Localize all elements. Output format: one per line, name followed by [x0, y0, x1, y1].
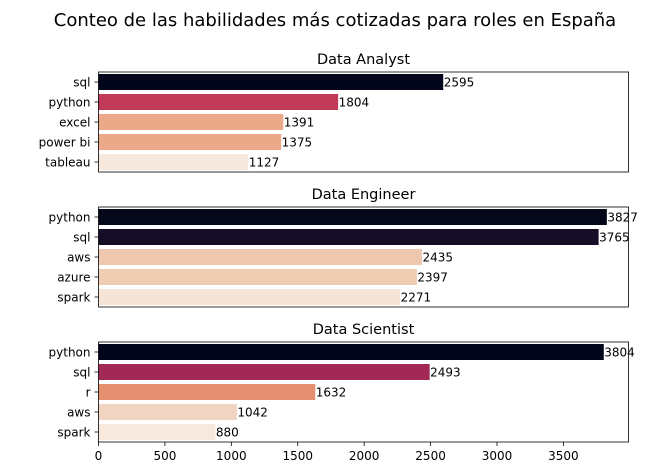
y-tick-label: sql: [73, 231, 90, 245]
bar-python: [98, 94, 339, 110]
bar-aws: [98, 249, 422, 265]
value-label: 1391: [284, 116, 315, 130]
panel-data-engineer: Data Engineer 3827 python 3765 sql 2435 aws 239…: [49, 187, 638, 308]
value-label: 2493: [430, 366, 461, 380]
value-label: 880: [216, 426, 239, 440]
panel-title: Data Engineer: [312, 187, 416, 203]
x-tick-label: 1500: [282, 449, 313, 463]
bar-python: [98, 344, 604, 360]
panel-title: Data Scientist: [313, 322, 415, 338]
bar-spark: [98, 424, 216, 440]
x-tick-label: 500: [153, 449, 176, 463]
value-label: 3765: [599, 231, 630, 245]
y-tick-label: sql: [73, 366, 90, 380]
y-tick-label: spark: [57, 291, 90, 305]
value-label: 3827: [607, 211, 638, 225]
value-label: 1042: [237, 406, 268, 420]
x-tick-label: 0: [95, 449, 103, 463]
chart-panels: Data Analyst 2595 sql 1804 python 1391 excel 13…: [39, 52, 638, 463]
value-label: 1127: [249, 156, 280, 170]
value-label: 2271: [401, 291, 432, 305]
y-tick-label: excel: [59, 116, 90, 130]
value-label: 1804: [339, 96, 370, 110]
bar-sql: [98, 74, 444, 90]
panel-title: Data Analyst: [317, 52, 410, 68]
bar-sql: [98, 364, 430, 380]
axes-frame: [98, 71, 629, 173]
figure-title: Conteo de las habilidades más cotizadas …: [54, 10, 616, 31]
panel-data-scientist: Data Scientist 3804 python 2493 sql 1632 r 1042…: [49, 322, 635, 463]
value-label: 2435: [422, 251, 453, 265]
y-tick-label: sql: [73, 76, 90, 90]
bar-sql: [98, 229, 599, 245]
bar-r: [98, 384, 316, 400]
value-label: 2397: [417, 271, 448, 285]
value-label: 2595: [444, 76, 475, 90]
bar-power-bi: [98, 134, 282, 150]
value-label: 1632: [316, 386, 347, 400]
bar-azure: [98, 269, 417, 285]
y-tick-label: aws: [67, 406, 90, 420]
x-tick-label: 3500: [548, 449, 579, 463]
value-label: 1375: [282, 136, 313, 150]
x-tick-label: 2500: [415, 449, 446, 463]
y-tick-label: tableau: [45, 156, 90, 170]
axes-frame: [98, 341, 629, 443]
y-tick-label: python: [49, 211, 91, 225]
x-tick-label: 1000: [216, 449, 247, 463]
y-tick-label: python: [49, 346, 91, 360]
bar-spark: [98, 289, 401, 305]
x-tick-label: 2000: [349, 449, 380, 463]
y-tick-label: spark: [57, 426, 90, 440]
bar-python: [98, 209, 607, 225]
bar-aws: [98, 404, 237, 420]
value-label: 3804: [604, 346, 635, 360]
y-tick-label: azure: [57, 271, 90, 285]
axes-frame: [98, 206, 629, 308]
y-tick-label: python: [49, 96, 91, 110]
bar-excel: [98, 114, 284, 130]
y-tick-label: aws: [67, 251, 90, 265]
x-tick-label: 3000: [482, 449, 513, 463]
bar-tableau: [98, 154, 249, 170]
panel-data-analyst: Data Analyst 2595 sql 1804 python 1391 excel 13…: [39, 52, 629, 173]
y-tick-label: power bi: [39, 136, 91, 150]
y-tick-label: r: [86, 386, 91, 400]
